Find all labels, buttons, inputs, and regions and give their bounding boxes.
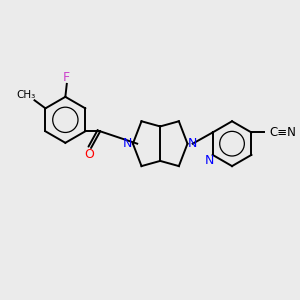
Text: N: N — [205, 154, 214, 166]
Text: F: F — [63, 71, 70, 84]
Text: N: N — [188, 136, 197, 150]
Text: N: N — [123, 136, 132, 150]
Text: O: O — [84, 148, 94, 161]
Text: C≡N: C≡N — [269, 126, 296, 139]
Text: CH₃: CH₃ — [17, 90, 36, 100]
